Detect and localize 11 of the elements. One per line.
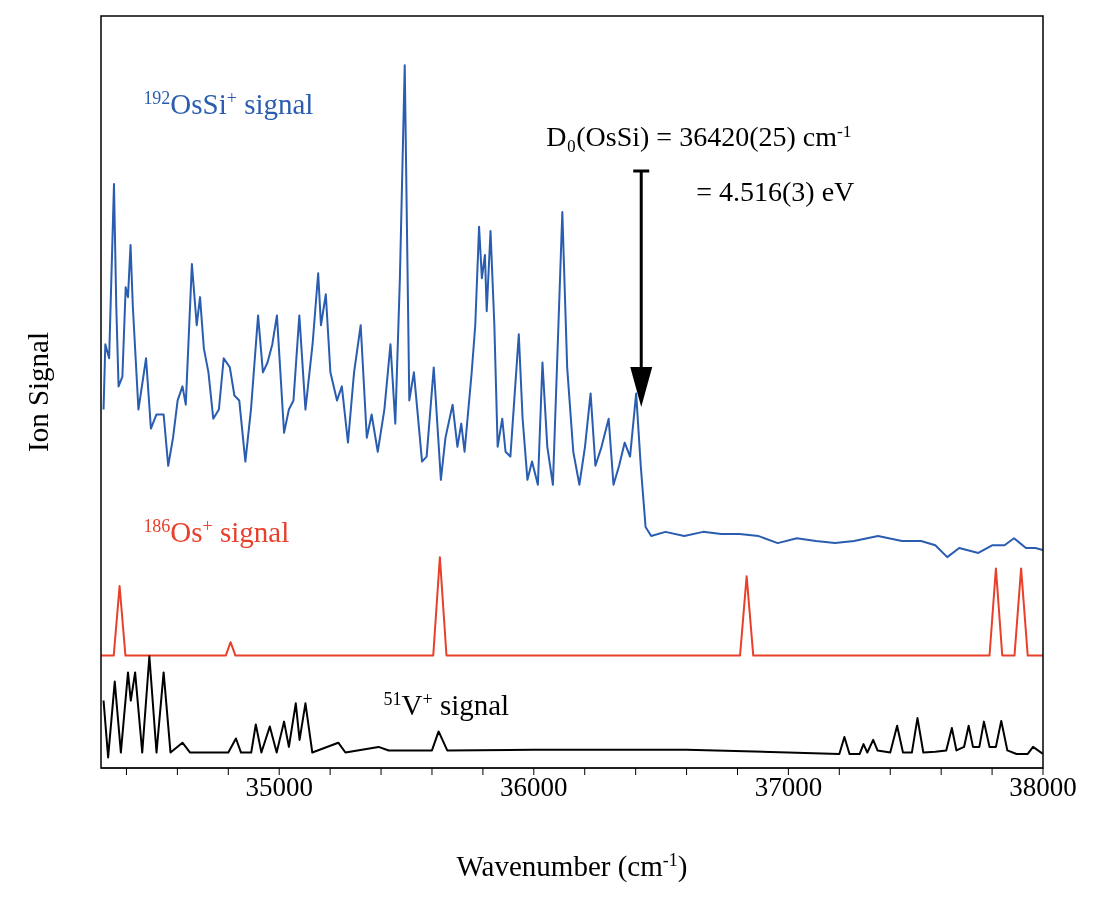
series-label: $^{51}$V$^{+}$ signal — [383, 689, 510, 722]
x-tick-label: 36000 — [500, 772, 568, 803]
x-axis-title: Wavenumber (cm$^{-1}$) — [456, 850, 688, 883]
annotation: = 4.516(3) eV — [696, 176, 855, 207]
x-tick-label: 35000 — [245, 772, 313, 803]
series-label: $^{186}$Os$^{+}$ signal — [143, 516, 290, 549]
x-tick-label: 38000 — [1009, 772, 1077, 803]
x-tick-label: 37000 — [754, 772, 823, 803]
y-axis-title: Ion Signal — [22, 331, 54, 453]
text: $^{192}$OsSi$^{+}$ signal — [143, 87, 314, 120]
annotation: D₀(OsSi) = 36420(25) cm$^{-1}$ — [546, 121, 852, 152]
